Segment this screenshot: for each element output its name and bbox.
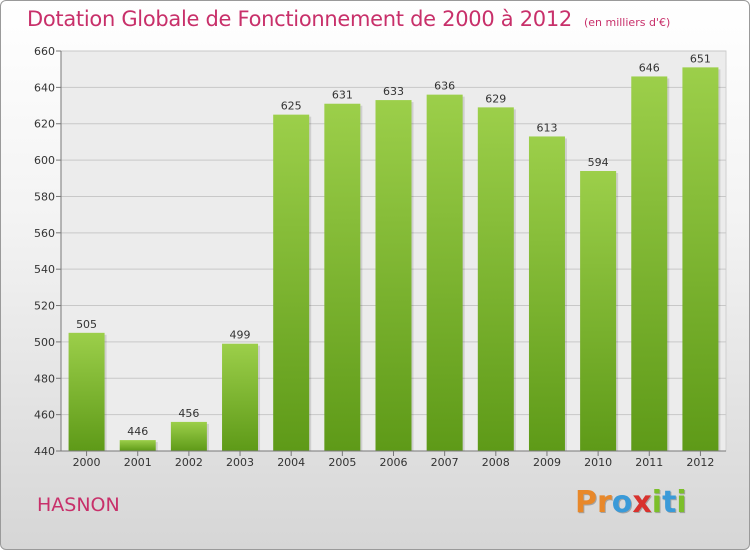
bar [119,440,156,451]
bar-value-label: 613 [536,121,557,134]
x-tick-label: 2001 [124,456,152,469]
bar [68,332,105,451]
x-tick-label: 2007 [431,456,459,469]
logo-letter: r [597,485,612,520]
x-tick-label: 2002 [175,456,203,469]
bar [528,136,565,452]
x-tick-label: 2003 [226,456,254,469]
bar-value-label: 446 [127,425,148,438]
bar-value-label: 505 [76,318,97,331]
logo-letter: x [632,485,652,520]
bar-value-label: 594 [588,156,609,169]
bar [170,421,207,451]
bar-value-label: 631 [332,89,353,102]
bar-value-label: 646 [639,61,660,74]
x-tick-label: 2010 [584,456,612,469]
y-tick-label: 660 [34,45,55,58]
y-tick-label: 460 [34,409,55,422]
bar-value-label: 629 [485,92,506,105]
y-tick-label: 560 [34,227,55,240]
bar [631,76,668,452]
bar [477,107,514,451]
y-tick-label: 620 [34,118,55,131]
y-tick-label: 500 [34,336,55,349]
x-tick-label: 2000 [73,456,101,469]
bar-value-label: 499 [230,329,251,342]
bar [375,100,412,451]
x-tick-label: 2005 [328,456,356,469]
y-tick-label: 480 [34,372,55,385]
logo-letter: t [662,485,677,520]
bar [426,94,463,452]
x-axis: 2000 2001 2002 2003 2004 2005 2006 2007 2008 2009… [61,450,726,469]
x-tick-label: 2011 [635,456,663,469]
y-tick-label: 580 [34,190,55,203]
logo-letter: i [651,485,663,520]
bar-value-label: 633 [383,85,404,98]
x-tick-label: 2008 [482,456,510,469]
y-tick-label: 640 [34,81,55,94]
y-tick-label: 440 [34,445,55,458]
x-tick-label: 2004 [277,456,305,469]
y-tick-label: 600 [34,154,55,167]
bar [580,171,617,451]
bar [273,114,310,452]
logo-letter: o [611,485,633,520]
proxiti-logo: Proxiti [575,485,687,520]
logo-letter: P [575,485,597,520]
x-tick-label: 2012 [686,456,714,469]
bar-value-label: 651 [690,52,711,65]
bar-value-label: 625 [281,100,302,113]
x-tick-label: 2009 [533,456,561,469]
bar [222,343,259,451]
y-tick-label: 540 [34,263,55,276]
bar [324,103,361,452]
chart-title: Dotation Globale de Fonctionnement de 20… [27,7,670,31]
y-tick-label: 520 [34,300,55,313]
city-name: HASNON [37,494,120,516]
bar-value-label: 456 [178,407,199,420]
x-tick-label: 2006 [380,456,408,469]
bar [682,67,719,451]
bars-group: 505 446 456 499 625 631 633 636 629 613 594 646 651 [68,52,721,452]
y-axis: 440 460 480 500 520 540 560 580 600 620 640 660 [34,45,62,458]
logo-letter: i [676,485,687,520]
bar-value-label: 636 [434,80,455,93]
unit-label: (en milliers d'€) [583,16,671,29]
title-text: Dotation Globale de Fonctionnement de 20… [27,7,572,31]
